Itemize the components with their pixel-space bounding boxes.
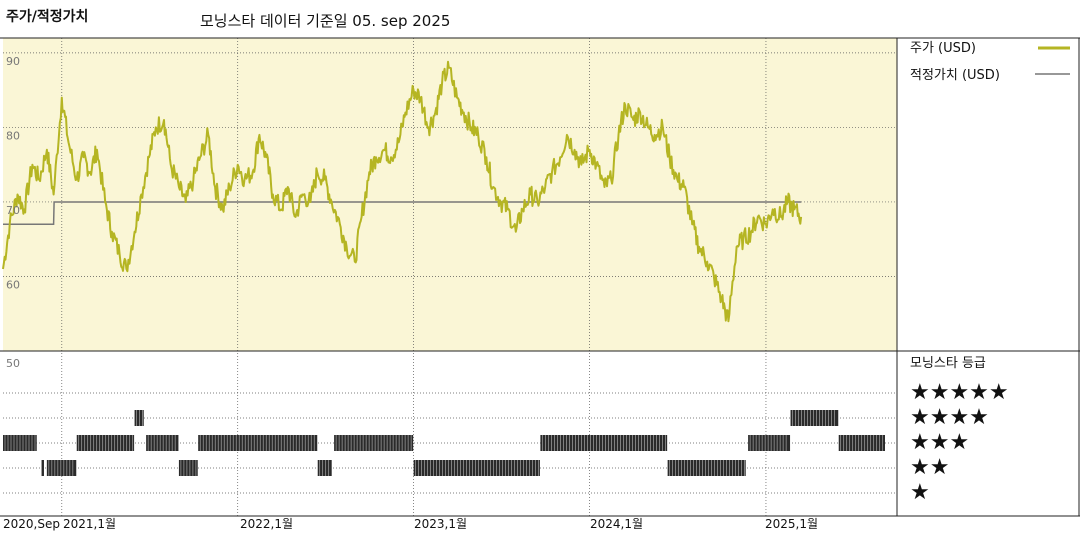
data-date-subtitle: 모닝스타 데이터 기준일 05. sep 2025 (200, 12, 451, 30)
rating-segment (146, 435, 179, 451)
rating-bars (3, 410, 885, 476)
price-line (2, 60, 803, 323)
rating-segment (334, 435, 414, 451)
plot-area (3, 38, 897, 351)
chart-frame (0, 37, 1080, 517)
chart-title: 주가/적정가치 (6, 9, 89, 25)
rating-bar (317, 460, 332, 476)
x-tick-label: 2020,Sep (3, 517, 60, 531)
rating-segment (46, 460, 77, 476)
rating-bar (41, 460, 44, 476)
rating-segment (76, 435, 135, 451)
rating-segment (134, 410, 144, 426)
y-tick-label: 80 (6, 129, 20, 142)
rating-bar (748, 435, 791, 451)
five-star-label: ★★★★★ (910, 380, 1009, 405)
fair-value-series (3, 201, 802, 226)
price-series (2, 60, 803, 323)
rating-segment (178, 460, 198, 476)
rating-bar (790, 410, 839, 426)
one-star-label: ★ (910, 480, 930, 505)
y-tick-label: 90 (6, 55, 20, 68)
rating-bar (46, 460, 77, 476)
y-tick-labels: 60 70 80 90 50 (6, 55, 20, 370)
x-tick-label: 2021,1월 (63, 517, 116, 531)
rating-segment (838, 435, 885, 451)
rating-y-tick-label: 50 (6, 357, 20, 370)
x-tick-label: 2024,1월 (590, 517, 643, 531)
x-tick-label: 2023,1월 (414, 517, 467, 531)
rating-segment (3, 435, 37, 451)
x-tick-labels: 2020,Sep 2021,1월 2022,1월 2023,1월 2024,1월 2025… (3, 517, 818, 531)
rating-segment (667, 460, 746, 476)
legend-price-label: 주가 (USD) (910, 41, 976, 56)
rating-segment (748, 435, 791, 451)
fair-value-line (3, 201, 802, 226)
rating-bar (540, 435, 668, 451)
three-star-label: ★★★ (910, 430, 969, 455)
rating-segment (198, 435, 318, 451)
plot-background (3, 38, 897, 351)
rating-bar (134, 410, 144, 426)
rating-bar (334, 435, 414, 451)
y-tick-label: 70 (6, 204, 20, 217)
rating-legend-title: 모닝스타 등급 (910, 356, 986, 371)
rating-segment (540, 435, 668, 451)
rating-bar (667, 460, 746, 476)
x-tick-label: 2025,1월 (765, 517, 818, 531)
two-star-label: ★★ (910, 455, 949, 480)
rating-bar (413, 460, 540, 476)
rating-bar (76, 435, 135, 451)
x-tick-label: 2022,1월 (240, 517, 293, 531)
rating-segment (790, 410, 839, 426)
legend-fair-label: 적정가치 (USD) (910, 68, 1000, 83)
rating-segment (41, 460, 44, 476)
rating-segment (317, 460, 332, 476)
y-tick-label: 60 (6, 278, 20, 291)
four-star-label: ★★★★ (910, 405, 989, 430)
rating-segment (413, 460, 540, 476)
rating-bar (178, 460, 198, 476)
